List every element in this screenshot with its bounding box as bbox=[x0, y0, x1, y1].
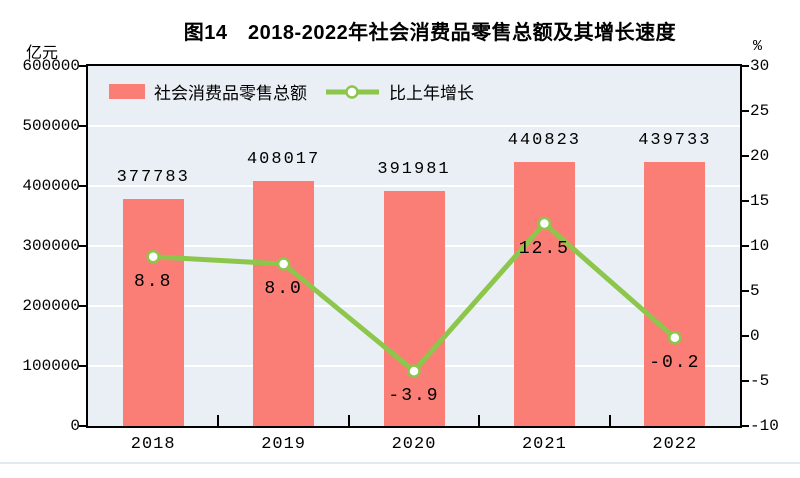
y-axis-label-right: -10 bbox=[750, 417, 779, 435]
plot-area: 社会消费品零售总额 比上年增长 bbox=[86, 64, 742, 428]
y-axis-tick-left bbox=[79, 185, 88, 187]
y-axis-label-right: 25 bbox=[750, 102, 770, 120]
line-value-label: 8.8 bbox=[133, 271, 173, 292]
gridline bbox=[88, 125, 740, 127]
gridline bbox=[88, 185, 740, 187]
y-axis-tick-left bbox=[79, 245, 88, 247]
line-value-label: -3.9 bbox=[388, 386, 440, 407]
line-marker-2022 bbox=[668, 331, 682, 345]
legend-bar-swatch-icon bbox=[109, 84, 145, 99]
y-axis-label-left: 0 bbox=[70, 417, 80, 435]
y-axis-tick-left bbox=[79, 65, 88, 67]
bar-value-label: 408017 bbox=[246, 150, 321, 170]
y-axis-tick-left bbox=[79, 425, 88, 427]
chart-title: 图14 2018-2022年社会消费品零售总额及其增长速度 bbox=[183, 22, 677, 44]
y-axis-tick-right bbox=[740, 200, 749, 202]
bar-value-label: 439733 bbox=[638, 131, 712, 151]
line-marker-2020 bbox=[407, 364, 421, 378]
left-axis-unit-label: 亿元 bbox=[26, 45, 59, 62]
y-axis-tick-right bbox=[740, 155, 749, 157]
legend-item-growth: 比上年增长 bbox=[325, 79, 474, 104]
bar-value-label: 391981 bbox=[377, 159, 451, 179]
y-axis-tick-left bbox=[79, 305, 88, 307]
y-axis-label-right: -5 bbox=[750, 372, 770, 390]
x-axis-tick bbox=[608, 415, 611, 426]
x-axis-label: 2020 bbox=[391, 435, 437, 454]
x-axis-tick bbox=[478, 415, 481, 426]
right-axis-unit-label: % bbox=[753, 38, 763, 55]
y-axis-tick-right bbox=[740, 290, 749, 292]
y-axis-label-left: 200000 bbox=[22, 297, 80, 315]
y-axis-tick-left bbox=[79, 365, 88, 367]
bar-value-label: 440823 bbox=[507, 130, 581, 150]
y-axis-label-right: 5 bbox=[750, 282, 760, 300]
x-axis-label: 2021 bbox=[521, 435, 567, 454]
growth-line-chart bbox=[146, 216, 682, 378]
y-axis-label-left: 100000 bbox=[22, 357, 80, 375]
y-axis-label-left: 500000 bbox=[22, 117, 80, 135]
y-axis-label-left: 400000 bbox=[22, 177, 80, 195]
legend: 社会消费品零售总额 比上年增长 bbox=[109, 79, 474, 104]
y-axis-tick-right bbox=[740, 110, 749, 112]
y-axis-label-left: 600000 bbox=[22, 57, 80, 75]
bar-2018 bbox=[122, 199, 184, 426]
page-bottom-rule bbox=[0, 462, 800, 464]
y-axis-label-right: 10 bbox=[750, 237, 770, 255]
line-value-label: 12.5 bbox=[518, 238, 570, 259]
legend-label-retail-total: 社会消费品零售总额 bbox=[154, 84, 307, 103]
y-axis-label-right: 0 bbox=[750, 327, 760, 345]
y-axis-tick-right bbox=[740, 425, 749, 427]
y-axis-tick-right bbox=[740, 65, 749, 67]
y-axis-tick-left bbox=[79, 125, 88, 127]
x-axis-label: 2018 bbox=[130, 435, 176, 454]
y-axis-tick-right bbox=[740, 245, 749, 247]
bar-2021 bbox=[513, 161, 575, 426]
bar-2020 bbox=[383, 190, 445, 426]
y-axis-label-left: 300000 bbox=[22, 237, 80, 255]
line-marker-2018 bbox=[146, 250, 160, 264]
line-value-label: 8.0 bbox=[264, 279, 303, 299]
line-marker-2021 bbox=[537, 216, 552, 231]
x-axis-tick bbox=[347, 415, 350, 426]
bar-value-label: 377783 bbox=[116, 168, 190, 188]
y-axis-label-right: 30 bbox=[750, 57, 770, 75]
bar-2019 bbox=[253, 181, 315, 426]
line-value-label: -0.2 bbox=[649, 352, 701, 373]
line-marker-2019 bbox=[276, 257, 291, 271]
x-axis-tick bbox=[217, 415, 220, 426]
legend-line-marker-icon bbox=[326, 84, 379, 99]
x-axis-label: 2022 bbox=[652, 435, 698, 454]
y-axis-label-right: 20 bbox=[750, 147, 770, 165]
y-axis-tick-right bbox=[740, 335, 749, 337]
x-axis-label: 2019 bbox=[261, 435, 306, 454]
y-axis-tick-right bbox=[740, 380, 749, 382]
y-axis-label-right: 15 bbox=[750, 192, 770, 210]
legend-item-retail-total: 社会消费品零售总额 bbox=[109, 79, 307, 104]
legend-label-growth: 比上年增长 bbox=[389, 84, 474, 103]
bar-2022 bbox=[644, 162, 706, 426]
